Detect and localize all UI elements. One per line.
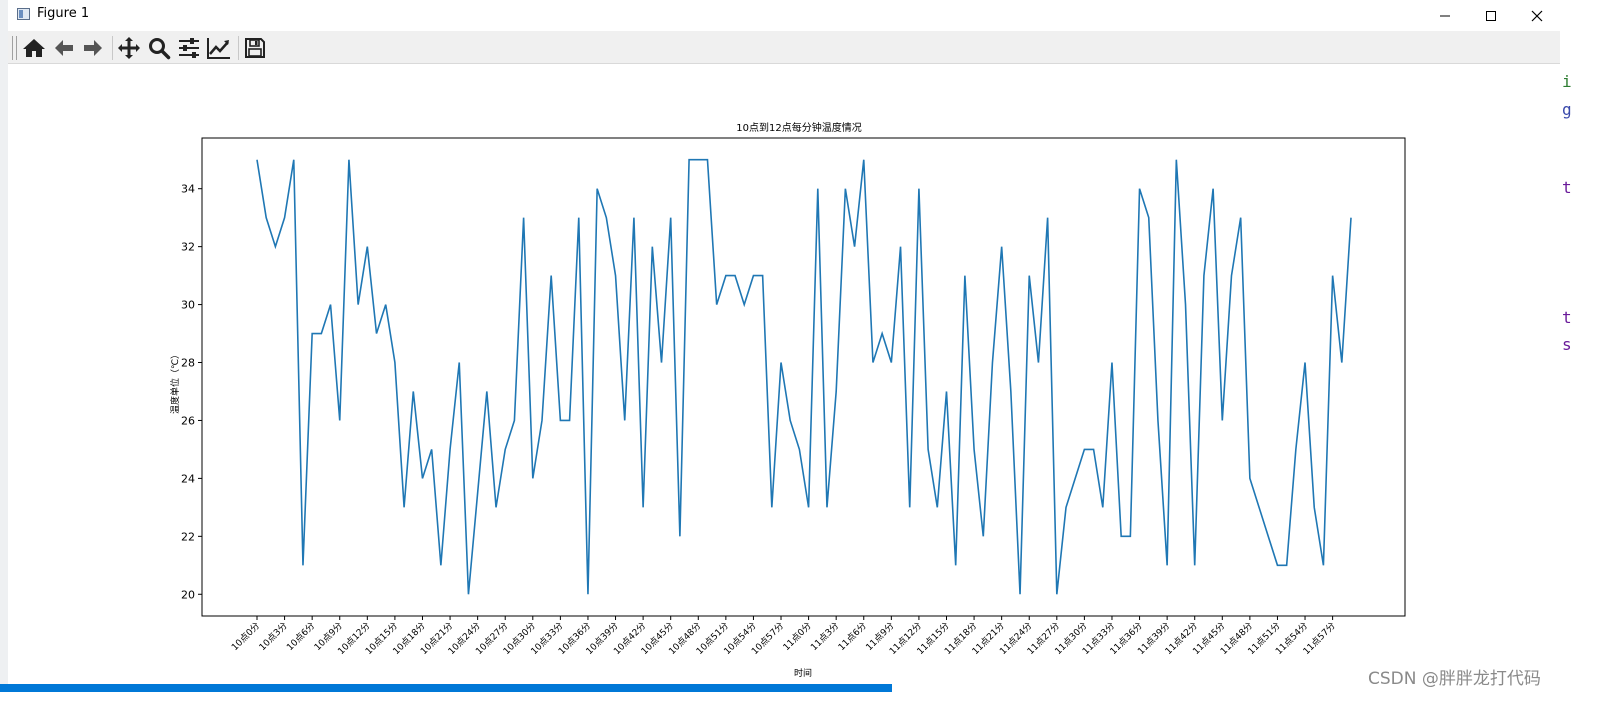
y-tick-label: 34 [181,183,195,196]
save-button[interactable] [241,34,269,62]
maximize-button[interactable] [1468,0,1514,31]
figure-canvas[interactable]: 10点到12点每分钟温度情况 温度单位（℃） 时间 20 22 24 26 28 30 32… [8,64,1560,686]
chart: 10点到12点每分钟温度情况 温度单位（℃） 时间 20 22 24 26 28 30 32… [169,121,1406,679]
series-group [256,158,1352,595]
y-axis-label: 温度单位（℃） [169,350,181,414]
pan-button[interactable] [115,34,143,62]
back-icon [55,40,73,56]
y-ticks: 20 22 24 26 28 30 32 34 [181,183,202,601]
app-icon [17,8,30,20]
configure-subplots-button[interactable] [175,34,203,62]
x-tick-label: 11点3分 [809,620,842,653]
x-tick-label: 11点0分 [781,620,814,653]
watermark: CSDN @胖胖龙打代码 [1368,669,1541,689]
editor-glyph: i [1562,72,1572,91]
save-icon [245,38,265,58]
y-tick-label: 22 [181,530,195,543]
edit-axis-button[interactable] [205,34,233,62]
editor-glyph: s [1562,335,1572,354]
configure-subplots-icon [179,38,199,58]
x-tick-label: 11点6分 [836,620,869,653]
toolbar-separator [112,36,113,60]
x-tick-label: 10点6分 [285,620,318,653]
close-button[interactable] [1514,0,1560,31]
editor-glyph: g [1562,100,1572,119]
pan-icon [118,37,140,59]
y-tick-label: 26 [181,414,195,427]
background-editor-edge: i g t t s [1560,30,1616,713]
x-axis-label: 时间 [794,667,812,679]
y-tick-label: 28 [181,357,195,370]
taskbar-highlight [0,684,892,692]
y-tick-label: 32 [181,241,195,254]
x-tick-label: 10点3分 [257,620,290,653]
minimize-icon [1440,15,1450,16]
toolbar-grip[interactable] [12,36,17,60]
forward-button[interactable] [79,34,107,62]
desktop-left-edge [0,0,8,713]
chart-title: 10点到12点每分钟温度情况 [736,121,861,134]
home-icon [23,39,45,57]
home-button[interactable] [20,34,48,62]
x-tick-label: 10点0分 [229,620,262,653]
editor-glyph: t [1562,178,1572,197]
zoom-button[interactable] [145,34,173,62]
series-line [256,158,1352,595]
editor-glyph: t [1562,308,1572,327]
y-tick-label: 20 [181,588,195,601]
y-tick-label: 24 [181,472,195,485]
zoom-icon [149,38,171,60]
toolbar-separator [238,36,239,60]
forward-icon [84,40,102,56]
navigation-toolbar [8,31,1560,64]
maximize-icon [1486,10,1496,21]
axes-frame [201,137,1406,617]
edit-axis-icon [207,38,230,59]
back-button[interactable] [50,34,78,62]
y-tick-label: 30 [181,299,195,312]
window-title: Figure 1 [37,6,90,21]
window-titlebar[interactable]: Figure 1 [8,0,1568,31]
x-ticks: 10点0分10点3分10点6分10点9分10点12分10点15分10点18分10… [229,616,1338,657]
minimize-button[interactable] [1422,0,1468,31]
close-icon [1531,10,1543,21]
